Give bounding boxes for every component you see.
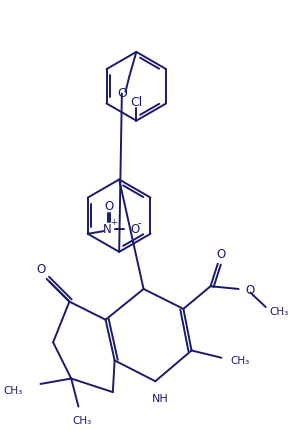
Text: O: O: [117, 87, 127, 100]
Text: N: N: [103, 223, 112, 236]
Text: CH₃: CH₃: [230, 356, 250, 366]
Text: +: +: [110, 219, 116, 228]
Text: O: O: [104, 200, 113, 213]
Text: O: O: [246, 284, 255, 297]
Text: CH₃: CH₃: [73, 416, 92, 426]
Text: O: O: [37, 263, 46, 276]
Text: O: O: [130, 223, 140, 236]
Text: CH₃: CH₃: [3, 386, 22, 396]
Text: O: O: [217, 248, 226, 261]
Text: -: -: [138, 218, 141, 228]
Text: Cl: Cl: [130, 96, 142, 109]
Text: CH₃: CH₃: [269, 307, 289, 318]
Text: NH: NH: [151, 394, 168, 404]
